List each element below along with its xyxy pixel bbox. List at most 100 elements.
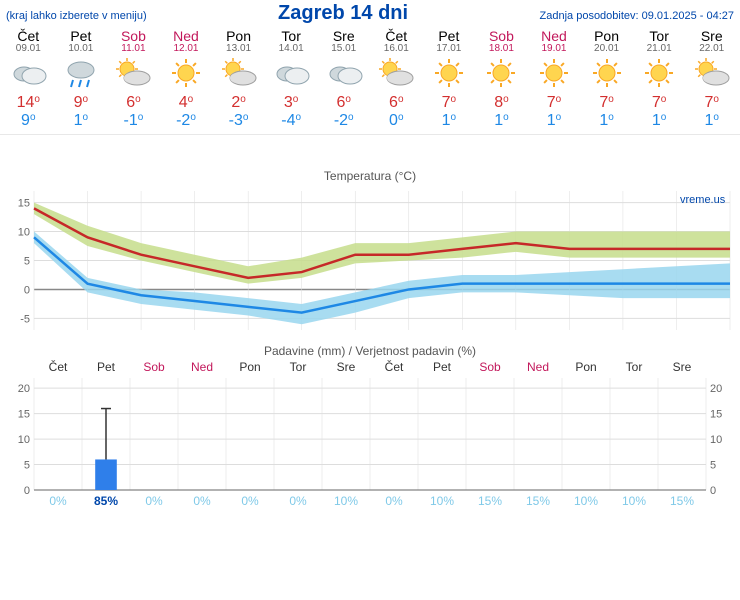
high-temp: 7o xyxy=(442,94,456,112)
day-name: Ned xyxy=(173,29,199,44)
day-name: Pet xyxy=(438,29,459,44)
svg-text:0: 0 xyxy=(24,485,30,494)
precip-probability: 10% xyxy=(322,494,370,508)
precipitation-chart: 0055101015152020 xyxy=(0,374,740,494)
low-temp: -2o xyxy=(334,112,354,130)
precip-day-label: Sob xyxy=(130,360,178,374)
svg-text:vreme.us: vreme.us xyxy=(680,194,726,206)
day-name: Tor xyxy=(649,29,668,44)
svg-text:0: 0 xyxy=(24,285,30,297)
high-temp: 3o xyxy=(284,94,298,112)
svg-text:20: 20 xyxy=(710,383,722,395)
day-date: 12.01 xyxy=(173,44,198,55)
day-date: 17.01 xyxy=(436,44,461,55)
precip-probability: 0% xyxy=(370,494,418,508)
day-column: Sob11.016o-1o xyxy=(107,29,160,130)
sunny-icon xyxy=(585,56,629,90)
precip-day-label: Tor xyxy=(610,360,658,374)
forecast-row: Čet09.0114o9oPet10.019o1oSob11.016o-1oNe… xyxy=(0,25,740,135)
precip-probability: 0% xyxy=(274,494,322,508)
day-date: 20.01 xyxy=(594,44,619,55)
day-name: Sre xyxy=(701,29,723,44)
svg-text:10: 10 xyxy=(18,227,30,239)
sunny-icon xyxy=(427,56,471,90)
day-date: 16.01 xyxy=(384,44,409,55)
menu-note[interactable]: (kraj lahko izberete v meniju) xyxy=(6,10,147,22)
partly-icon xyxy=(217,56,261,90)
svg-text:5: 5 xyxy=(710,460,716,472)
precip-probability: 0% xyxy=(130,494,178,508)
precip-chart-title: Padavine (mm) / Verjetnost padavin (%) xyxy=(0,338,740,358)
day-name: Čet xyxy=(17,29,39,44)
high-temp: 7o xyxy=(547,94,561,112)
high-temp: 7o xyxy=(599,94,613,112)
day-column: Sob18.018o1o xyxy=(475,29,528,130)
day-column: Čet16.016o0o xyxy=(370,29,423,130)
day-date: 15.01 xyxy=(331,44,356,55)
partly-icon xyxy=(690,56,734,90)
day-column: Pet17.01 7o1o xyxy=(423,29,476,130)
high-temp: 14o xyxy=(17,94,40,112)
high-temp: 6o xyxy=(126,94,140,112)
cloudy-icon xyxy=(322,56,366,90)
low-temp: 9o xyxy=(21,112,35,130)
last-updated: Zadnja posodobitev: 09.01.2025 - 04:27 xyxy=(540,10,734,22)
day-date: 14.01 xyxy=(279,44,304,55)
high-temp: 9o xyxy=(74,94,88,112)
partly-icon xyxy=(374,56,418,90)
day-date: 21.01 xyxy=(647,44,672,55)
cloudy-icon xyxy=(6,56,50,90)
rain-icon xyxy=(59,56,103,90)
low-temp: 1o xyxy=(74,112,88,130)
day-name: Sre xyxy=(333,29,355,44)
precip-probability: 15% xyxy=(466,494,514,508)
low-temp: 1o xyxy=(442,112,456,130)
high-temp: 8o xyxy=(494,94,508,112)
precip-day-label: Sre xyxy=(322,360,370,374)
day-column: Pon20.017o1o xyxy=(580,29,633,130)
day-column: Sre15.016o-2o xyxy=(317,29,370,130)
precip-probability: 10% xyxy=(418,494,466,508)
sunny-icon xyxy=(479,56,523,90)
precip-probability: 0% xyxy=(226,494,274,508)
day-date: 09.01 xyxy=(16,44,41,55)
precip-day-label: Sob xyxy=(466,360,514,374)
precip-day-label: Ned xyxy=(514,360,562,374)
day-name: Pet xyxy=(70,29,91,44)
precip-probability: 15% xyxy=(514,494,562,508)
svg-text:15: 15 xyxy=(18,198,30,210)
sunny-icon xyxy=(164,56,208,90)
precip-day-label: Sre xyxy=(658,360,706,374)
svg-text:-5: -5 xyxy=(20,314,30,326)
day-column: Ned19.017o1o xyxy=(528,29,581,130)
precip-probability: 15% xyxy=(658,494,706,508)
precip-day-labels: ČetPetSobNedPonTorSreČetPetSobNedPonTorS… xyxy=(0,358,740,374)
day-name: Tor xyxy=(281,29,300,44)
precip-probability: 0% xyxy=(178,494,226,508)
precip-probability: 10% xyxy=(562,494,610,508)
low-temp: 1o xyxy=(494,112,508,130)
low-temp: -2o xyxy=(176,112,196,130)
precip-day-label: Čet xyxy=(34,360,82,374)
header-bar: (kraj lahko izberete v meniju) Zagreb 14… xyxy=(0,0,740,25)
day-name: Ned xyxy=(541,29,567,44)
svg-text:10: 10 xyxy=(18,434,30,446)
low-temp: 1o xyxy=(704,112,718,130)
cloudy-icon xyxy=(269,56,313,90)
page-title: Zagreb 14 dni xyxy=(147,2,540,25)
precip-probability-row: 0%85%0%0%0%0%10%0%10%15%15%10%10%15% xyxy=(0,494,740,514)
day-column: Ned12.014o-2o xyxy=(160,29,213,130)
day-column: Tor14.013o-4o xyxy=(265,29,318,130)
low-temp: 1o xyxy=(599,112,613,130)
day-date: 18.01 xyxy=(489,44,514,55)
svg-text:5: 5 xyxy=(24,256,30,268)
svg-text:15: 15 xyxy=(18,409,30,421)
day-date: 19.01 xyxy=(541,44,566,55)
sunny-icon xyxy=(637,56,681,90)
low-temp: 1o xyxy=(652,112,666,130)
svg-text:15: 15 xyxy=(710,409,722,421)
day-column: Tor21.017o1o xyxy=(633,29,686,130)
precip-probability: 10% xyxy=(610,494,658,508)
temp-chart-title: Temperatura (°C) xyxy=(0,163,740,183)
day-name: Sob xyxy=(121,29,146,44)
